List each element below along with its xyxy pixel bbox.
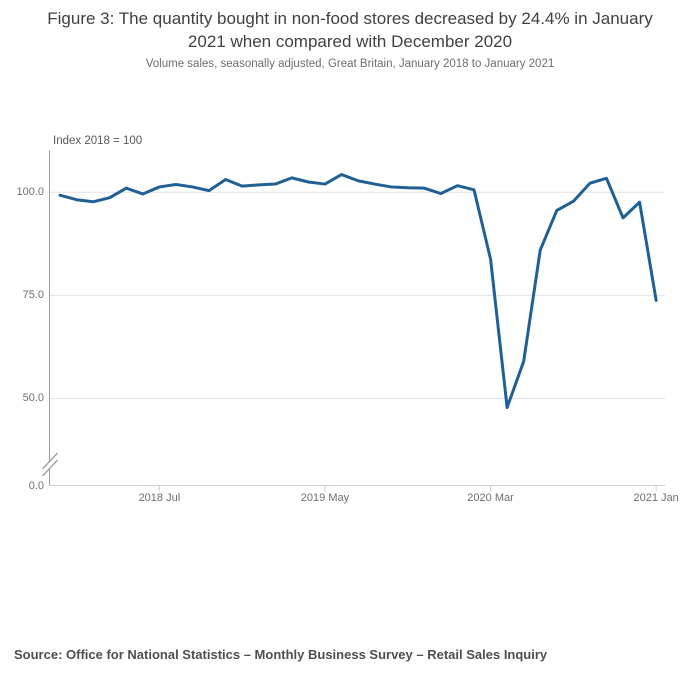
- series-line: [58, 173, 658, 410]
- source-note: Source: Office for National Statistics –…: [14, 647, 548, 662]
- page-title: Figure 3: The quantity bought in non-foo…: [47, 9, 653, 51]
- y-axis-tick-label: 0.0: [28, 479, 44, 492]
- axis-break-slash: [42, 459, 58, 477]
- axis-break-mask: [42, 453, 58, 476]
- chart-subtitle: Volume sales, seasonally adjusted, Great…: [145, 58, 555, 70]
- x-axis-tick-label: 2019 May: [300, 492, 350, 504]
- y-axis-tick-label: 75.0: [22, 289, 44, 302]
- y-axis-tick-label: 100.0: [16, 186, 44, 199]
- y-axis-unit-label: Index 2018 = 100: [53, 135, 143, 147]
- x-axis-tick-label: 2020 Mar: [467, 492, 514, 504]
- axis-break-slash: [42, 452, 58, 470]
- y-axis-tick-label: 50.0: [22, 392, 44, 405]
- x-axis-tick-label: 2018 Jul: [138, 492, 181, 504]
- x-axis-tick-label: 2021 Jan: [633, 492, 679, 504]
